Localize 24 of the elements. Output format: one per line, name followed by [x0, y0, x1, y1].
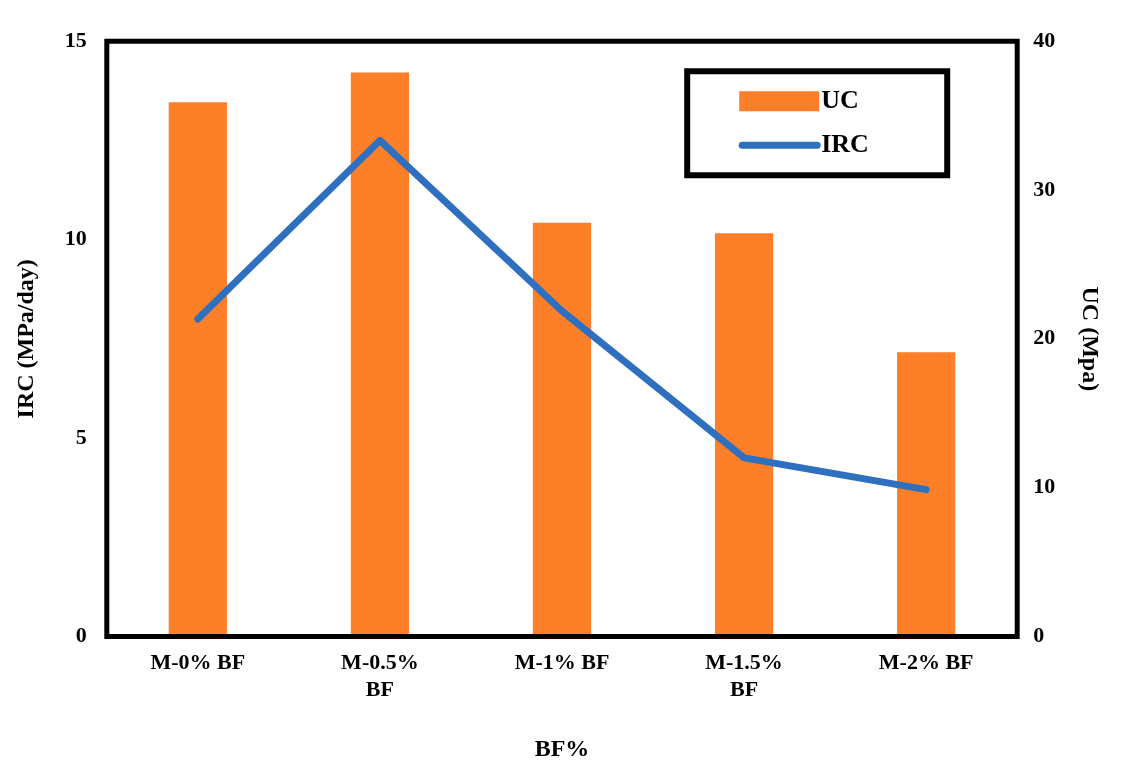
y2-tick-label: 40 — [1033, 26, 1056, 52]
legend-label: UC — [821, 84, 859, 114]
bar — [532, 222, 592, 637]
bar — [350, 72, 410, 637]
y-tick-label: 15 — [64, 26, 87, 52]
y2-tick-label: 20 — [1033, 324, 1056, 350]
bar — [714, 233, 774, 637]
y-axis-title: IRC (MPa/day) — [11, 259, 38, 419]
x-tick-label: M-1.5% BF — [705, 649, 783, 701]
y2-axis-title: UC (Mpa) — [1078, 286, 1105, 392]
legend-label: IRC — [821, 128, 869, 158]
y-tick-label: 0 — [75, 622, 87, 648]
x-tick-label: M-1% BF — [514, 649, 610, 675]
y2-tick-label: 0 — [1033, 622, 1045, 648]
x-tick-label: M-2% BF — [878, 649, 974, 675]
y-tick-label: 5 — [75, 423, 87, 449]
x-axis-title: BF% — [534, 734, 590, 761]
y2-tick-label: 10 — [1033, 473, 1056, 499]
bar — [168, 102, 227, 637]
y-tick-label: 10 — [64, 225, 87, 251]
x-tick-label: M-0.5% BF — [341, 649, 419, 701]
bar — [897, 352, 956, 637]
x-tick-label: M-0% BF — [150, 649, 246, 675]
y2-tick-label: 30 — [1033, 175, 1056, 201]
